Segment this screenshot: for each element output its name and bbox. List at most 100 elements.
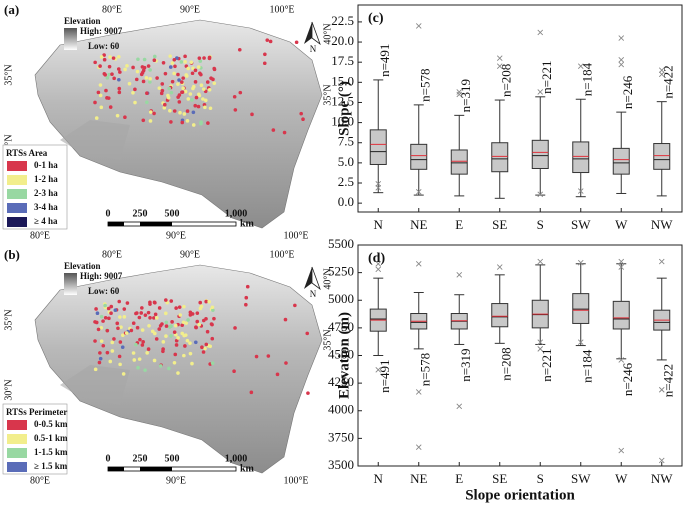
flier xyxy=(496,55,503,61)
rts-point xyxy=(99,55,104,59)
rts-point xyxy=(203,98,208,103)
rts-point xyxy=(205,80,210,84)
rts-point xyxy=(174,306,178,310)
rts-point xyxy=(109,311,113,316)
rts-point xyxy=(146,64,151,68)
rts-point xyxy=(98,83,103,87)
rts-point xyxy=(148,76,152,81)
rts-point xyxy=(134,77,139,82)
rts-point xyxy=(186,97,191,101)
rts-point xyxy=(134,342,138,347)
lon-label: 90°E xyxy=(180,4,200,15)
rts-point xyxy=(173,323,178,328)
rts-point xyxy=(103,72,108,77)
rts-point xyxy=(191,123,196,127)
legend-title: RTSs Perimeter xyxy=(6,407,67,417)
lat-label: 35°N xyxy=(3,309,14,330)
scale-label: 1,000 xyxy=(225,208,248,219)
x-tick-label: E xyxy=(455,217,463,232)
n-label: n=422 xyxy=(661,65,676,98)
flier xyxy=(658,67,665,74)
scale-label: 250 xyxy=(133,453,148,464)
rts-point xyxy=(93,60,97,65)
rts-point xyxy=(138,337,142,342)
rts-point xyxy=(188,351,193,356)
rts-point xyxy=(194,95,199,100)
rts-point xyxy=(167,86,172,91)
rts-point xyxy=(141,118,146,123)
rts-point xyxy=(201,87,206,91)
rts-point xyxy=(112,76,116,81)
legend-label: 0.5-1 km xyxy=(34,433,68,443)
rts-point xyxy=(152,331,157,336)
rts-point xyxy=(191,86,195,91)
flier xyxy=(375,367,382,373)
panel-label: (a) xyxy=(4,2,19,17)
n-label: n=319 xyxy=(458,79,473,112)
rts-point xyxy=(146,310,151,315)
y-tick-label: 17.5 xyxy=(331,53,354,68)
north-label: N xyxy=(310,44,317,54)
x-tick-label: S xyxy=(537,217,544,232)
legend-swatch xyxy=(7,434,27,444)
rts-point xyxy=(178,313,183,317)
rts-point xyxy=(208,106,213,111)
panel-label: (d) xyxy=(368,251,385,266)
y-tick-label: 5500 xyxy=(328,236,354,251)
rts-point xyxy=(167,366,171,371)
rts-point xyxy=(185,338,190,343)
rts-point xyxy=(99,339,104,343)
y-tick-label: 20.0 xyxy=(331,33,354,48)
rts-point xyxy=(139,72,144,77)
n-label: n=208 xyxy=(499,347,514,380)
rts-point xyxy=(140,328,145,332)
flier xyxy=(537,258,544,265)
lon-label: 80°E xyxy=(30,230,50,241)
rts-point xyxy=(249,390,254,395)
rts-point xyxy=(172,57,177,62)
y-tick-label: 2.5 xyxy=(338,174,354,189)
flier xyxy=(618,447,625,454)
rts-point xyxy=(110,340,115,345)
rts-point xyxy=(212,316,216,321)
rts-point xyxy=(141,340,145,344)
elevation-title: Elevation xyxy=(64,261,101,271)
y-tick-label: 4750 xyxy=(328,319,354,334)
rts-point xyxy=(174,338,179,343)
rts-point xyxy=(108,55,112,59)
rts-point xyxy=(107,72,112,77)
lat-label: 35°N xyxy=(322,329,333,350)
basin xyxy=(60,365,130,405)
flier xyxy=(577,339,584,346)
rts-point xyxy=(105,328,110,333)
x-tick-label: SE xyxy=(492,471,507,486)
rts-point xyxy=(93,339,97,343)
rts-point xyxy=(183,60,187,64)
rts-point xyxy=(162,102,167,107)
rts-point xyxy=(147,323,151,328)
flier xyxy=(537,191,544,198)
flier xyxy=(375,185,382,191)
rts-point xyxy=(146,347,151,351)
x-axis-label: Slope orientation xyxy=(465,487,575,503)
rts-point xyxy=(124,331,129,335)
box xyxy=(531,139,549,170)
rts-point xyxy=(159,91,164,96)
rts-point xyxy=(157,306,162,310)
n-label: n=578 xyxy=(418,353,433,386)
rts-point xyxy=(135,311,139,315)
x-tick-label: SW xyxy=(571,471,591,486)
rts-point xyxy=(119,325,123,329)
rts-point xyxy=(172,360,177,365)
n-label: n=422 xyxy=(661,364,676,397)
rts-point xyxy=(168,54,172,58)
terrain xyxy=(34,19,323,229)
rts-point xyxy=(173,352,178,357)
rts-point xyxy=(137,357,142,361)
flier xyxy=(618,35,625,41)
n-label: n=184 xyxy=(580,62,595,96)
north-arrow xyxy=(304,267,312,289)
rts-point xyxy=(244,295,249,300)
